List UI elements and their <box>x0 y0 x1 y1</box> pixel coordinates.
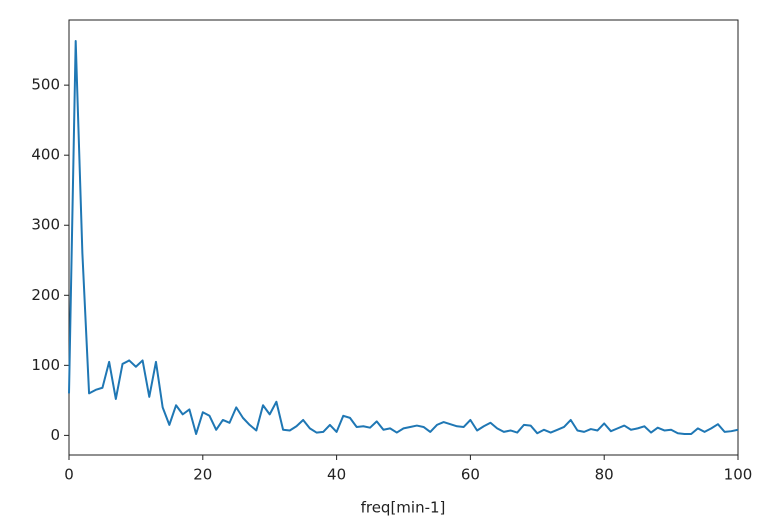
x-tick-label: 20 <box>193 466 212 484</box>
x-tick-label: 100 <box>724 466 753 484</box>
y-tick-label: 300 <box>31 216 60 234</box>
x-axis-label: freq[min-1] <box>361 499 446 517</box>
plot-frame <box>68 19 739 456</box>
y-tick-label: 0 <box>50 426 60 444</box>
y-tick-label: 500 <box>31 76 60 94</box>
y-tick-label: 100 <box>31 356 60 374</box>
x-tick-label: 40 <box>327 466 346 484</box>
x-tick-label: 60 <box>461 466 480 484</box>
x-tick-label: 0 <box>64 466 74 484</box>
y-tick-label: 400 <box>31 146 60 164</box>
y-tick-label: 200 <box>31 286 60 304</box>
line-series <box>68 40 739 435</box>
x-tick-label: 80 <box>595 466 614 484</box>
